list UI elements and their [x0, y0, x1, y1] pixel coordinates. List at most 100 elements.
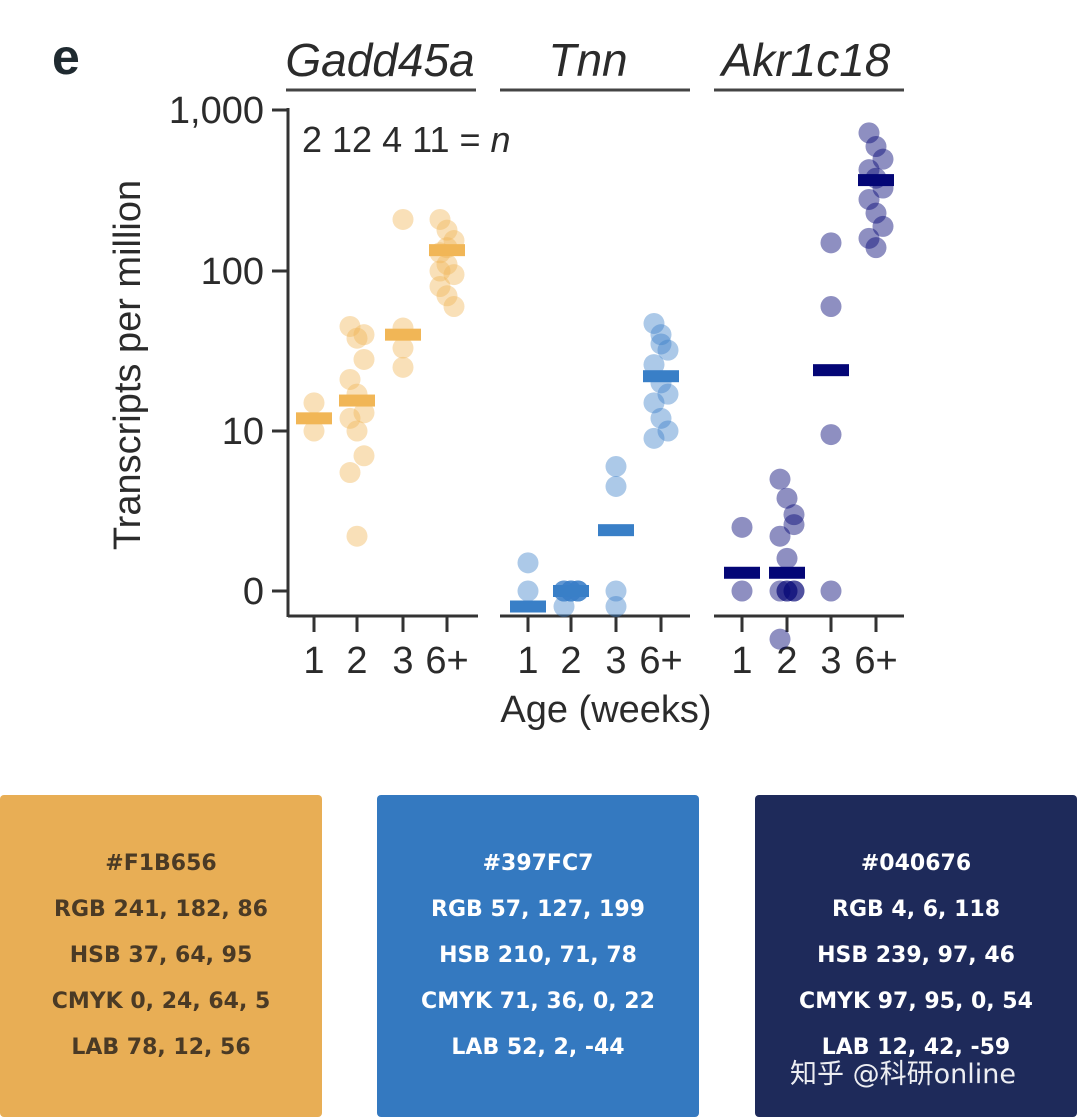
x-tick-label: 3	[392, 640, 413, 682]
y-axis: 1,000 100 10 0 Transcripts per million	[107, 90, 290, 617]
swatch-lab: LAB 78, 12, 56	[71, 1035, 251, 1060]
panel-letter: e	[52, 29, 80, 85]
swatch-rgb: RGB 57, 127, 199	[431, 897, 645, 922]
data-point	[339, 368, 361, 390]
median-bar	[553, 585, 589, 597]
data-point	[353, 324, 375, 346]
data-point	[820, 295, 842, 317]
y-tick-label: 1,000	[169, 90, 264, 132]
y-tick-label: 100	[201, 251, 264, 293]
data-point	[339, 315, 361, 337]
swatch-lab: LAB 52, 2, -44	[451, 1035, 625, 1060]
data-point	[865, 237, 887, 259]
data-point	[517, 552, 539, 574]
data-point	[643, 312, 665, 334]
swatch-hsb: HSB 239, 97, 46	[817, 943, 1015, 968]
y-tick-label: 0	[243, 571, 264, 613]
swatch-hex: #040676	[860, 851, 972, 876]
median-bar	[429, 244, 465, 257]
data-point	[783, 514, 805, 536]
data-point	[769, 580, 791, 602]
data-point	[657, 383, 679, 405]
median-bar	[339, 394, 375, 407]
data-point	[436, 219, 458, 241]
data-point	[650, 324, 672, 346]
data-point	[429, 276, 451, 298]
data-point	[339, 407, 361, 429]
data-point	[650, 333, 672, 355]
data-point	[553, 596, 575, 618]
gene-titles: Gadd45a Tnn Akr1c18	[285, 34, 904, 92]
data-point	[776, 580, 798, 602]
x-tick-label: 2	[776, 640, 797, 682]
median-bar	[385, 328, 421, 341]
data-point	[429, 208, 451, 230]
median-bar	[598, 524, 634, 537]
y-tick-label: 10	[222, 411, 264, 453]
data-point	[783, 580, 805, 602]
data-point	[858, 227, 880, 249]
data-point	[776, 580, 798, 602]
swatch-cmyk: CMYK 71, 36, 0, 22	[421, 989, 655, 1014]
n-equals: =	[449, 119, 490, 160]
data-point	[769, 628, 791, 650]
data-point	[820, 424, 842, 446]
x-tick-label: 6+	[425, 640, 468, 682]
data-point	[353, 445, 375, 467]
data-point	[783, 504, 805, 526]
data-point	[643, 392, 665, 414]
median-bar	[858, 174, 894, 187]
x-tick-label: 3	[820, 640, 841, 682]
swatch-hsb: HSB 37, 64, 95	[69, 943, 253, 968]
median-bars	[296, 174, 894, 613]
data-point	[643, 354, 665, 376]
data-point	[392, 356, 414, 378]
chart-figure: e Gadd45a Tnn Akr1c18 1,000 100 10 0 Tra…	[52, 29, 904, 731]
data-point	[872, 215, 894, 237]
watermark-text: 知乎 @科研online	[790, 1059, 1016, 1090]
data-point	[731, 580, 753, 602]
data-point	[820, 580, 842, 602]
swatch-hex: #F1B656	[105, 851, 217, 876]
x-tick-label: 6+	[854, 640, 897, 682]
color-swatch-gold: #F1B656 RGB 241, 182, 86 HSB 37, 64, 95 …	[0, 795, 322, 1117]
x-tick-label: 3	[605, 640, 626, 682]
data-point	[776, 487, 798, 509]
swatch-rgb: RGB 4, 6, 118	[832, 897, 1000, 922]
swatch-hsb: HSB 210, 71, 78	[439, 943, 637, 968]
data-point	[650, 407, 672, 429]
median-bar	[296, 412, 332, 425]
n-symbol: n	[491, 119, 511, 160]
median-bar	[724, 566, 760, 579]
data-point	[392, 337, 414, 359]
n-counts: 2 12 4 11	[302, 119, 449, 160]
median-bar	[813, 364, 849, 377]
x-tick-group: 1 2 3 6+ 1 2 3 6+ 1 2 3 6+	[303, 616, 898, 682]
x-tick-label: 1	[303, 640, 324, 682]
data-point	[657, 339, 679, 361]
data-point	[339, 462, 361, 484]
x-axes: 1 2 3 6+ 1 2 3 6+ 1 2 3 6+ Age (weeks)	[288, 614, 904, 731]
color-swatch-blue: #397FC7 RGB 57, 127, 199 HSB 210, 71, 78…	[377, 795, 699, 1117]
data-point	[858, 188, 880, 210]
color-swatch-navy: #040676 RGB 4, 6, 118 HSB 239, 97, 46 CM…	[755, 795, 1077, 1117]
data-point	[346, 420, 368, 442]
data-point	[657, 420, 679, 442]
data-point	[346, 327, 368, 349]
x-tick-label: 1	[731, 640, 752, 682]
data-points	[303, 122, 894, 650]
x-axis-title: Age (weeks)	[500, 689, 711, 731]
data-point	[872, 148, 894, 170]
swatch-cmyk: CMYK 97, 95, 0, 54	[799, 989, 1033, 1014]
median-bar	[643, 370, 679, 383]
swatch-lab: LAB 12, 42, -59	[821, 1035, 1011, 1060]
median-bar	[769, 566, 805, 579]
data-point	[303, 420, 325, 442]
data-point	[731, 516, 753, 538]
data-point	[436, 285, 458, 307]
data-point	[820, 232, 842, 254]
swatch-hex: #397FC7	[482, 851, 594, 876]
swatch-rgb: RGB 241, 182, 86	[54, 897, 268, 922]
data-point	[865, 202, 887, 224]
data-point	[769, 525, 791, 547]
